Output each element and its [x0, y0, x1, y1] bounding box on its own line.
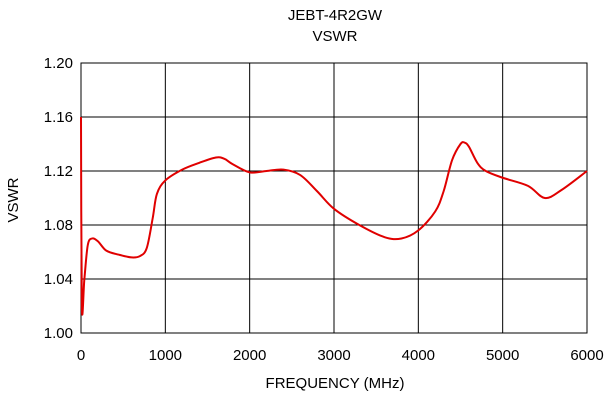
x-tick-label: 5000	[486, 347, 519, 364]
y-tick-label: 1.00	[44, 325, 73, 342]
x-tick-label: 3000	[317, 347, 350, 364]
x-tick-label: 0	[77, 347, 85, 364]
x-tick-label: 4000	[402, 347, 435, 364]
y-axis-label: VSWR	[5, 177, 22, 222]
y-tick-label: 1.12	[44, 163, 73, 180]
chart-title: JEBT-4R2GW	[288, 7, 383, 24]
x-tick-labels: 0 1000 2000 3000 4000 5000 6000	[77, 347, 604, 364]
x-axis-label: FREQUENCY (MHz)	[266, 375, 405, 392]
vswr-series-line	[80, 116, 588, 316]
grid-lines	[81, 63, 587, 333]
chart-subtitle: VSWR	[313, 28, 358, 45]
y-tick-label: 1.20	[44, 55, 73, 72]
y-tick-label: 1.04	[44, 271, 73, 288]
y-tick-labels: 1.00 1.04 1.08 1.12 1.16 1.20	[44, 55, 73, 342]
y-tick-label: 1.16	[44, 109, 73, 126]
x-tick-label: 2000	[233, 347, 266, 364]
y-tick-label: 1.08	[44, 217, 73, 234]
x-tick-label: 1000	[149, 347, 182, 364]
x-tick-label: 6000	[570, 347, 603, 364]
